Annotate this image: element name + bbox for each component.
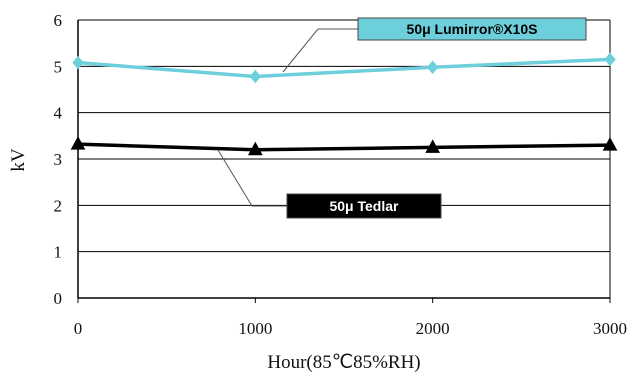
- data-point-triangle: [602, 137, 618, 151]
- x-ticks: 0 1000 2000 3000: [74, 298, 627, 338]
- series-callouts: 50μ Lumirror®X10S 50μ Tedlar: [217, 17, 587, 219]
- series-line: [77, 142, 611, 152]
- series-label: 50μ Lumirror®X10S: [407, 21, 538, 37]
- data-point-triangle: [425, 139, 441, 153]
- y-tick-label: 2: [54, 196, 63, 215]
- y-tick-label: 3: [54, 150, 63, 169]
- y-tick-label: 1: [54, 243, 63, 262]
- callout-leader-line: [217, 149, 287, 207]
- series-line: [77, 57, 611, 79]
- series-label-box: [286, 193, 442, 219]
- data-point-triangle: [247, 141, 263, 156]
- y-axis-title: kV: [8, 148, 29, 172]
- y-tick-label: 6: [54, 11, 63, 30]
- y-tick-label: 5: [54, 57, 63, 76]
- data-point-diamond: [427, 60, 439, 75]
- callout-leader-line: [282, 28, 358, 73]
- x-tick-label: 0: [74, 319, 83, 338]
- x-tick-label: 3000: [593, 319, 627, 338]
- series-label: 50μ Tedlar: [329, 198, 399, 214]
- series-label-box: [357, 17, 587, 41]
- x-tick-label: 1000: [238, 319, 272, 338]
- data-point-diamond: [72, 55, 84, 70]
- y-tick-label: 4: [54, 104, 63, 123]
- series-layer: [70, 52, 618, 156]
- grid-lines: [78, 19, 610, 253]
- x-tick-label: 2000: [416, 319, 450, 338]
- y-ticks: 0 1 2 3 4 5 6: [54, 11, 63, 308]
- x-axis-title: Hour(85℃85%RH): [267, 352, 420, 373]
- data-point-triangle: [70, 136, 86, 150]
- y-tick-label: 0: [54, 289, 63, 308]
- data-point-diamond: [249, 69, 261, 84]
- data-point-diamond: [604, 52, 616, 67]
